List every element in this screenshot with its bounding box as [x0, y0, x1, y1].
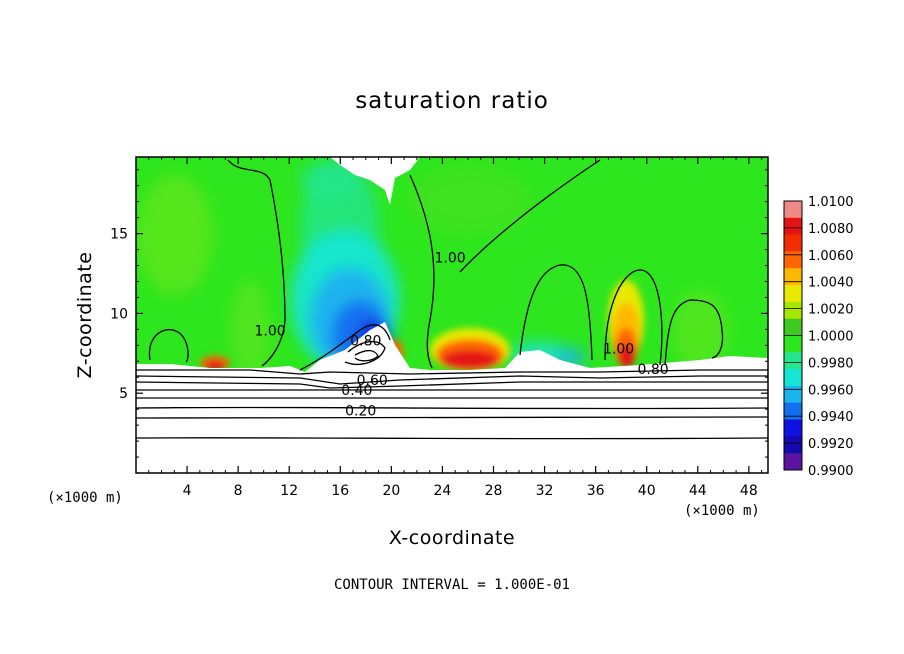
colorbar-label: 1.0020 — [808, 303, 854, 318]
contour-label: 1.00 — [254, 324, 285, 340]
colorbar-label: 0.9920 — [808, 437, 854, 452]
contour-label: 1.00 — [434, 250, 465, 266]
field-light-patches — [137, 165, 728, 380]
colorbar-label: 1.0080 — [808, 222, 854, 237]
y-tick-label: 15 — [110, 227, 128, 243]
y-tick-label: 5 — [119, 386, 128, 402]
colorbar-swatch — [784, 352, 802, 370]
colorbar-swatch — [784, 268, 802, 286]
colorbar-label: 0.9960 — [808, 383, 854, 398]
x-tick-label: 32 — [536, 483, 554, 499]
field-moist-plumes — [200, 280, 644, 372]
colorbar-swatch — [784, 318, 802, 336]
colorbar-swatch — [784, 285, 802, 303]
colorbar-swatch — [784, 234, 802, 252]
colorbar-swatch — [784, 419, 802, 437]
contour-label: 0.80 — [638, 362, 669, 378]
contour-label: 0.60 — [357, 373, 388, 389]
colorbar-label: 1.0060 — [808, 249, 854, 264]
colorbar-swatch — [784, 217, 802, 236]
colorbar-label: 1.0100 — [808, 195, 854, 210]
contour-interval-note: CONTOUR INTERVAL = 1.000E-01 — [333, 577, 570, 593]
x-axis-label: X-coordinate — [388, 527, 516, 549]
plot-frame — [135, 156, 769, 474]
colorbar-label: 1.0000 — [808, 330, 854, 345]
contour-label-layer: 1.001.000.800.600.400.201.000.80 — [254, 250, 668, 419]
colorbar-label: 0.9980 — [808, 356, 854, 371]
contour-label: 0.40 — [341, 383, 372, 399]
chart-title: saturation ratio — [355, 88, 549, 114]
contour-lines — [136, 159, 768, 440]
x-tick-label: 28 — [485, 483, 503, 499]
colorbar-swatch — [784, 369, 802, 387]
colorbar-label: 1.0040 — [808, 276, 854, 291]
x-tick-label: 40 — [638, 483, 656, 499]
colorbar-swatch — [784, 385, 802, 404]
contour-label: 0.20 — [345, 404, 376, 420]
x-unit-left: (×1000 m) — [47, 490, 123, 506]
x-unit-right: (×1000 m) — [684, 503, 760, 519]
colorbar-label: 0.9940 — [808, 410, 854, 425]
colorbar-swatch — [784, 251, 802, 269]
y-axis-label: Z-coordinate — [74, 251, 96, 379]
x-tick-label: 24 — [434, 483, 452, 499]
x-tick-label: 48 — [740, 483, 758, 499]
x-tick-label: 16 — [331, 483, 349, 499]
colorbar-swatch — [784, 402, 802, 420]
x-tick-label: 4 — [183, 483, 192, 499]
y-tick-label: 10 — [110, 306, 128, 322]
colorbar-swatch — [784, 301, 802, 320]
colorbar-swatch — [784, 436, 802, 454]
colorbar: 1.0100 1.0080 1.0060 1.0040 1.0020 1.0000 0.99… — [783, 195, 854, 479]
x-tick-label: 8 — [234, 483, 243, 499]
x-tick-label: 36 — [587, 483, 605, 499]
x-tick-label: 44 — [689, 483, 707, 499]
x-tick-label: 12 — [280, 483, 298, 499]
colorbar-swatch — [784, 335, 802, 353]
heatmap-field — [136, 157, 768, 473]
colorbar-swatch — [784, 201, 802, 219]
x-tick-label: 20 — [382, 483, 400, 499]
contour-label: 1.00 — [603, 341, 634, 357]
colorbar-label: 0.9900 — [808, 464, 854, 479]
contour-label: 0.80 — [350, 333, 381, 349]
field-top-notch — [330, 157, 420, 205]
colorbar-swatch — [784, 453, 802, 471]
